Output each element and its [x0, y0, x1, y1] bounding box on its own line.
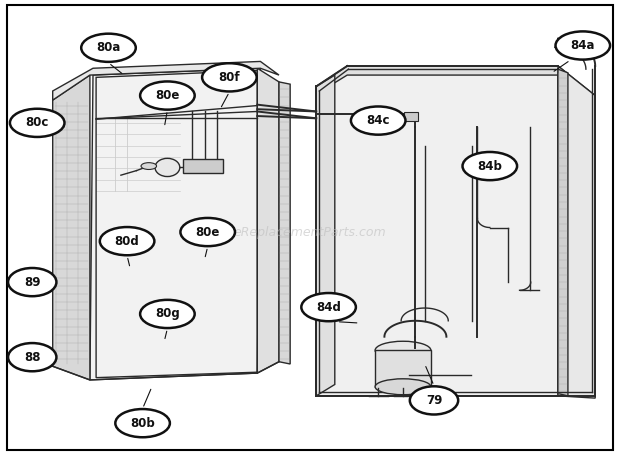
Ellipse shape [140, 300, 195, 328]
Text: 80b: 80b [130, 417, 155, 430]
Bar [183, 159, 223, 173]
Polygon shape [257, 68, 279, 373]
Bar [375, 350, 431, 387]
Ellipse shape [10, 109, 64, 137]
Ellipse shape [351, 106, 405, 135]
Text: 80e: 80e [155, 89, 180, 102]
Text: 80d: 80d [115, 235, 140, 248]
Text: 80a: 80a [96, 41, 121, 54]
Polygon shape [316, 68, 558, 396]
Text: 84b: 84b [477, 160, 502, 172]
Polygon shape [558, 69, 568, 396]
Ellipse shape [81, 34, 136, 62]
Text: 80f: 80f [219, 71, 240, 84]
Ellipse shape [141, 162, 156, 170]
Ellipse shape [202, 63, 257, 91]
Ellipse shape [115, 409, 170, 437]
Polygon shape [90, 68, 260, 380]
Circle shape [155, 158, 180, 177]
Text: 88: 88 [24, 351, 40, 364]
Ellipse shape [100, 227, 154, 255]
Polygon shape [316, 66, 595, 105]
Ellipse shape [8, 343, 56, 371]
Ellipse shape [410, 386, 458, 415]
Bar [404, 112, 418, 121]
Ellipse shape [375, 379, 431, 395]
Text: 80e: 80e [195, 226, 220, 238]
Polygon shape [53, 61, 279, 100]
Text: eReplacementParts.com: eReplacementParts.com [234, 226, 386, 238]
Ellipse shape [8, 268, 56, 296]
Text: 84c: 84c [366, 114, 390, 127]
Text: 79: 79 [426, 394, 442, 407]
Polygon shape [279, 82, 290, 364]
Text: 84d: 84d [316, 301, 341, 313]
Polygon shape [316, 75, 335, 396]
Polygon shape [558, 66, 595, 398]
Ellipse shape [463, 152, 517, 180]
Ellipse shape [301, 293, 356, 321]
Ellipse shape [375, 341, 431, 359]
Ellipse shape [556, 31, 610, 60]
Ellipse shape [180, 218, 235, 246]
Ellipse shape [140, 81, 195, 110]
Text: 80c: 80c [25, 116, 49, 129]
Text: 84a: 84a [570, 39, 595, 52]
Text: 80g: 80g [155, 308, 180, 320]
Polygon shape [53, 75, 90, 380]
Text: 89: 89 [24, 276, 40, 288]
